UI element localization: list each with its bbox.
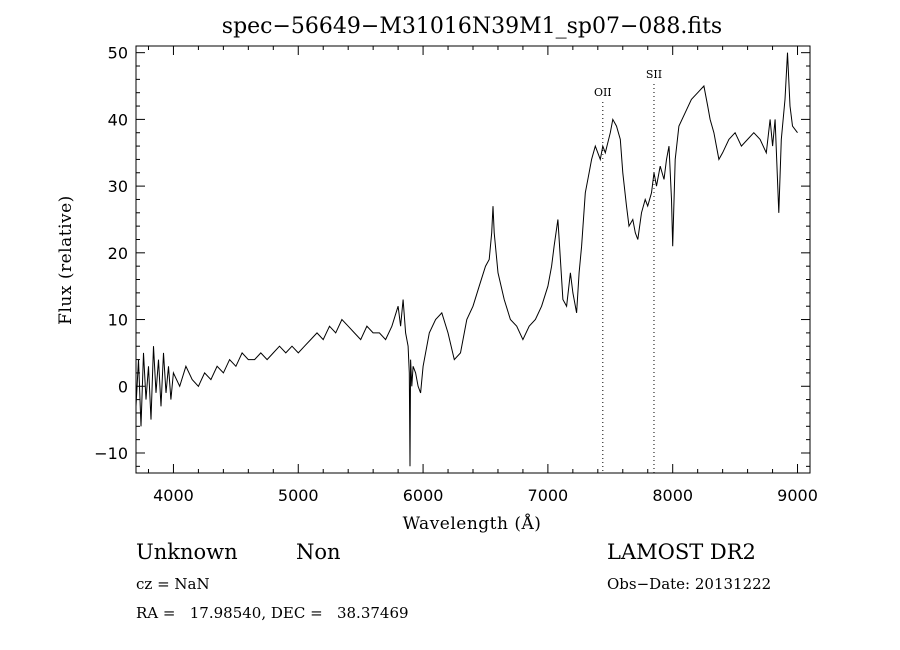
survey-label: LAMOST DR2 (607, 540, 756, 564)
line-marker-label: OII (594, 86, 612, 99)
y-axis: −10 0 10 20 30 40 50 (94, 44, 810, 467)
x-tick-label: 5000 (278, 486, 319, 505)
line-markers: OII SII (594, 68, 662, 473)
chart-title: spec−56649−M31016N39M1_sp07−088.fits (222, 14, 722, 39)
y-tick-label: 0 (118, 377, 128, 396)
x-tick-label: 7000 (528, 486, 569, 505)
object-subclass: Non (296, 540, 341, 564)
x-axis-label: Wavelength (Å) (403, 513, 542, 534)
y-tick-label: 20 (108, 244, 128, 263)
x-tick-label: 8000 (652, 486, 693, 505)
object-class: Unknown (136, 540, 238, 564)
series-group (135, 52, 798, 467)
y-tick-label: 40 (108, 110, 128, 129)
y-tick-label: 10 (108, 311, 128, 330)
redshift-text: cz = NaN (136, 575, 210, 593)
spectrum-line (135, 52, 798, 467)
x-tick-label: 6000 (403, 486, 444, 505)
obs-date-text: Obs−Date: 20131222 (607, 575, 772, 593)
y-axis-label: Flux (relative) (56, 195, 76, 325)
y-tick-label: 30 (108, 177, 128, 196)
plot-frame (135, 45, 811, 474)
x-axis: 4000 5000 6000 7000 8000 9000 (147, 46, 818, 505)
x-tick-label: 9000 (777, 486, 818, 505)
y-tick-label: 50 (108, 44, 128, 63)
coordinates-text: RA = 17.98540, DEC = 38.37469 (136, 604, 409, 622)
line-marker-label: SII (646, 68, 662, 81)
x-tick-label: 4000 (153, 486, 194, 505)
y-tick-label: −10 (94, 444, 128, 463)
